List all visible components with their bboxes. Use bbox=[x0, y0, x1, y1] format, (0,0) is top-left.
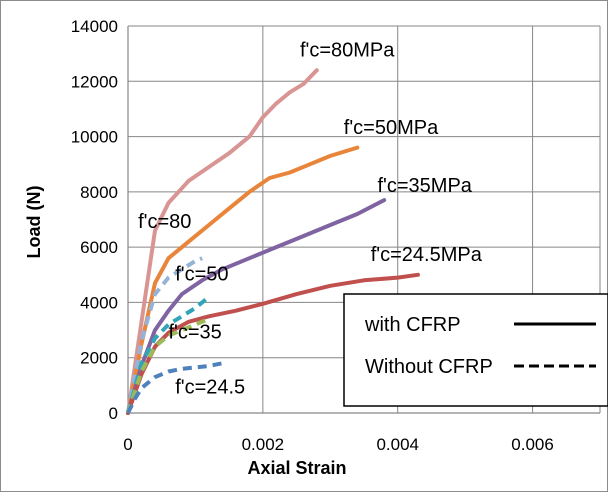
annotation-label-5: f'c=50 bbox=[175, 263, 228, 285]
series-line-4 bbox=[126, 256, 203, 414]
annotation-label-3: f'c=24.5MPa bbox=[371, 244, 483, 266]
y-tick-label: 10000 bbox=[71, 128, 118, 147]
y-tick-label: 6000 bbox=[80, 238, 118, 257]
x-tick-label: 0.006 bbox=[511, 435, 554, 454]
y-tick-label: 2000 bbox=[80, 349, 118, 368]
y-tick-label: 8000 bbox=[80, 183, 118, 202]
axes: 0 2000 4000 6000 8000 10000 12000 14000 0 0.002 0.… bbox=[71, 17, 600, 454]
series-line-3 bbox=[126, 272, 420, 415]
annotation-label-2: f'c=35MPa bbox=[377, 175, 472, 197]
annotation-label-0: f'c=80MPa bbox=[300, 39, 395, 61]
x-tick-label: 0.002 bbox=[242, 435, 285, 454]
legend: with CFRP Without CFRP bbox=[343, 293, 608, 407]
legend-label: Without CFRP bbox=[365, 356, 493, 378]
series-line-1 bbox=[126, 145, 360, 415]
x-tick-label: 0.004 bbox=[376, 435, 419, 454]
y-tick-label: 0 bbox=[109, 404, 118, 423]
series-line-5 bbox=[126, 295, 211, 414]
legend-label: with CFRP bbox=[364, 314, 461, 336]
series-lines bbox=[126, 68, 420, 415]
annotation-label-7: f'c=24.5 bbox=[175, 377, 245, 399]
series-line-7 bbox=[126, 361, 223, 414]
y-tick-label: 4000 bbox=[80, 293, 118, 312]
annotation-label-1: f'c=50MPa bbox=[344, 117, 439, 139]
annotation-label-4: f'c=80 bbox=[138, 211, 191, 233]
annotation-label-6: f'c=35 bbox=[168, 321, 221, 343]
x-tick-label: 0 bbox=[123, 435, 132, 454]
x-axis-title: Axial Strain bbox=[247, 458, 346, 478]
series-line-2 bbox=[126, 198, 387, 415]
legend-box bbox=[343, 293, 608, 407]
annotations: f'c=80MPa f'c=50MPa f'c=35MPa f'c=24.5MPa f'… bbox=[138, 39, 483, 398]
y-axis-title: Load (N) bbox=[24, 186, 44, 259]
y-tick-label: 12000 bbox=[71, 72, 118, 91]
y-tick-label: 14000 bbox=[71, 17, 118, 36]
series-line-0 bbox=[126, 68, 319, 415]
